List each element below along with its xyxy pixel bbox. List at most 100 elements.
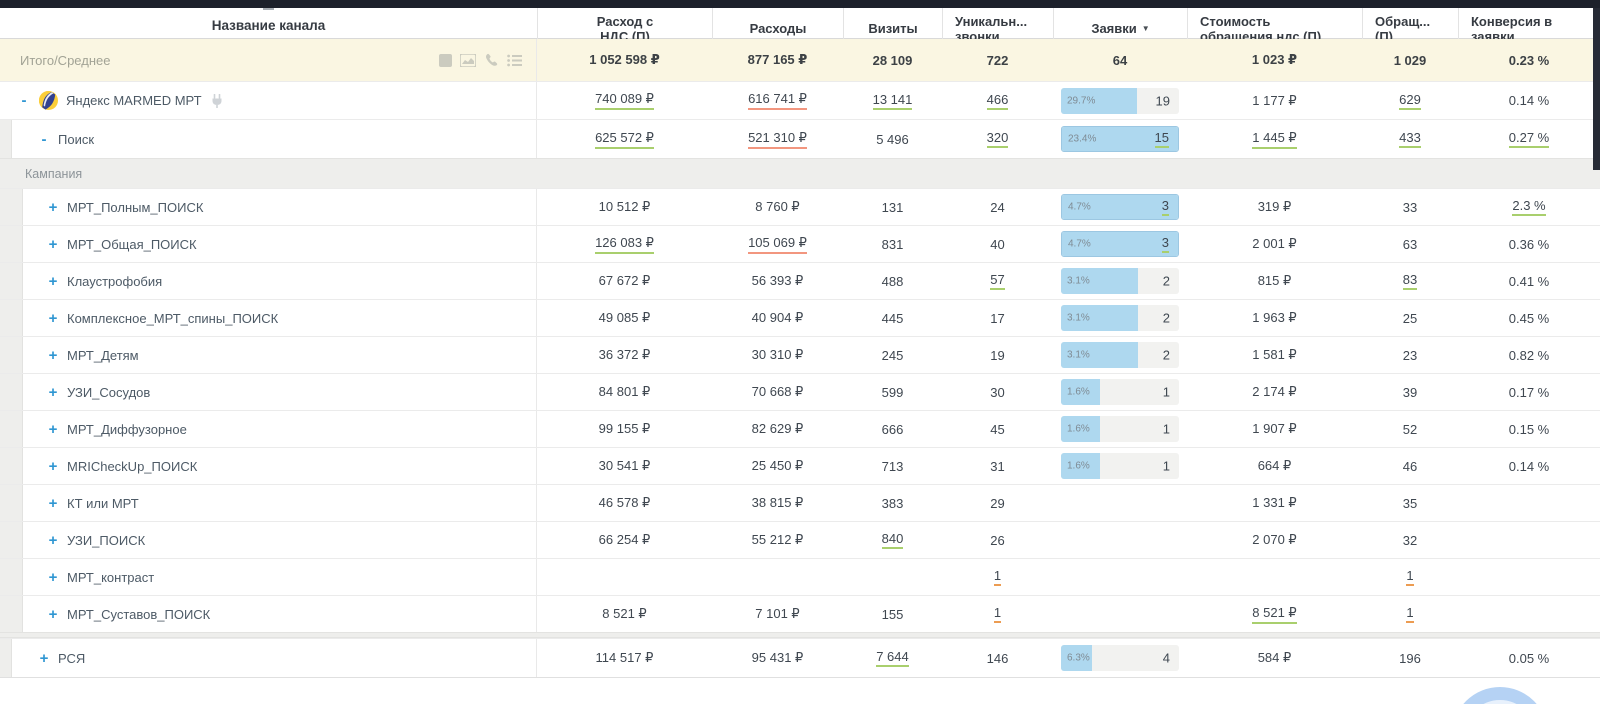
metric-cell: 521 310 ₽ (712, 120, 843, 158)
row-label[interactable]: МРТ_Полным_ПОИСК (67, 199, 204, 215)
row-label[interactable]: МРТ_контраст (67, 569, 155, 585)
metric-value: 63 (1402, 236, 1418, 252)
metric-value: 2 174 ₽ (1252, 384, 1297, 399)
row-label[interactable]: Клаустрофобия (67, 273, 163, 289)
metric-value[interactable]: 740 089 ₽ (595, 91, 654, 110)
zayavki-share-bar: 3.1% 2 (1061, 342, 1179, 368)
zayavki-value[interactable]: 3 (1161, 198, 1169, 216)
bar-fill (1062, 195, 1178, 219)
expand-toggle[interactable]: + (48, 605, 58, 623)
row-label[interactable]: Комплексное_МРТ_спины_ПОИСК (67, 310, 279, 326)
collapse-toggle[interactable]: - (21, 92, 27, 109)
column-header-5[interactable]: Заявки ▼ (1053, 0, 1187, 57)
top-bar (0, 0, 1600, 8)
metric-value[interactable]: 2.3 % (1512, 198, 1546, 216)
metric-value[interactable]: 840 (881, 531, 904, 549)
metric-value[interactable]: 13 141 (872, 92, 913, 110)
metric-value[interactable]: 1 (993, 568, 1002, 586)
metric-value[interactable]: 0.27 % (1508, 130, 1550, 148)
zayavki-share-bar: 3.1% 2 (1061, 305, 1179, 331)
metric-value[interactable]: 625 572 ₽ (595, 130, 654, 149)
expand-toggle[interactable]: + (48, 494, 58, 512)
zayavki-value[interactable]: 3 (1161, 235, 1169, 253)
metric-value: 8 760 ₽ (755, 199, 800, 214)
expand-toggle[interactable]: + (48, 198, 58, 216)
row-label[interactable]: МРТ_Суставов_ПОИСК (67, 606, 211, 622)
expand-toggle[interactable]: + (48, 272, 58, 290)
metric-cell (1053, 485, 1187, 521)
expand-toggle[interactable]: + (48, 383, 58, 401)
metric-value[interactable]: 521 310 ₽ (748, 130, 807, 149)
channel-name-cell: + МРТ_Суставов_ПОИСК (0, 596, 537, 632)
column-header-2[interactable]: Расходы (712, 0, 843, 57)
metric-value[interactable]: 466 (986, 92, 1009, 110)
metric-value[interactable]: 105 069 ₽ (748, 235, 807, 254)
bar-percent-label: 3.1% (1067, 349, 1090, 361)
metric-value[interactable]: 320 (986, 130, 1009, 148)
metric-value: 131 (881, 199, 904, 215)
expand-toggle[interactable]: + (39, 649, 49, 667)
expand-toggle[interactable]: + (48, 420, 58, 438)
expand-toggle[interactable]: + (48, 235, 58, 253)
metric-cell: 8 521 ₽ (537, 596, 712, 632)
zayavki-value[interactable]: 15 (1154, 130, 1169, 148)
metric-value: 666 (881, 421, 904, 437)
row-label[interactable]: Поиск (58, 131, 95, 147)
integration-plug-icon[interactable] (211, 93, 223, 108)
row-label[interactable]: МРТ_Детям (67, 347, 139, 363)
column-header-label: Заявки ▼ (1091, 21, 1150, 36)
row-label[interactable]: Яндекс MARMED МРТ (66, 93, 202, 108)
bar-percent-label: 4.7% (1068, 201, 1091, 213)
column-header-3[interactable]: Визиты (843, 0, 942, 57)
metric-value[interactable]: 629 (1399, 92, 1421, 110)
metric-value: 445 (881, 310, 904, 326)
metric-cell: 1 907 ₽ (1187, 411, 1362, 447)
metric-value[interactable]: 1 (1406, 605, 1414, 623)
row-label[interactable]: МРТ_Диффузорное (67, 421, 187, 437)
zayavki-value: 4 (1162, 650, 1170, 666)
row-label[interactable]: КТ или МРТ (67, 495, 139, 511)
bar-fill (1061, 87, 1137, 114)
metric-value[interactable]: 433 (1399, 130, 1421, 148)
metric-value[interactable]: 126 083 ₽ (595, 235, 654, 254)
metric-cell: 39 (1362, 374, 1458, 410)
area-chart-icon[interactable] (460, 52, 476, 68)
row-label[interactable]: УЗИ_Сосудов (67, 384, 151, 400)
row-label[interactable]: РСЯ (58, 650, 86, 666)
list-icon[interactable] (506, 52, 522, 68)
metric-value[interactable]: 1 (1406, 568, 1414, 586)
metric-cell: 0.17 % (1458, 374, 1600, 410)
stop-icon[interactable] (437, 52, 453, 68)
metric-value: 23 (1402, 347, 1418, 363)
metric-cell: 0.36 % (1458, 226, 1600, 262)
expand-toggle[interactable]: + (48, 309, 58, 327)
collapse-toggle[interactable]: - (41, 130, 47, 148)
expand-toggle[interactable]: + (48, 346, 58, 364)
phone-icon[interactable] (483, 52, 499, 68)
metric-value[interactable]: 57 (990, 272, 1005, 290)
vertical-scrollbar-thumb[interactable] (1593, 8, 1600, 170)
row-label[interactable]: MRICheckUp_ПОИСК (67, 458, 198, 474)
metric-value: 25 450 ₽ (751, 458, 804, 473)
metric-value[interactable]: 616 741 ₽ (748, 91, 807, 110)
row-label[interactable]: УЗИ_ПОИСК (67, 532, 146, 548)
metric-cell: 29.7% 19 (1053, 82, 1187, 119)
metric-cell: 8 521 ₽ (1187, 596, 1362, 632)
zayavki-share-bar: 1.6% 1 (1061, 453, 1179, 479)
metric-value[interactable]: 83 (1402, 272, 1418, 290)
expand-toggle[interactable]: + (48, 568, 58, 586)
bar-percent-label: 23.4% (1068, 133, 1097, 145)
metric-cell: 1 023 ₽ (1187, 39, 1362, 81)
metric-cell: 155 (843, 596, 942, 632)
metric-value: 64 (1112, 52, 1128, 68)
metric-value[interactable]: 1 445 ₽ (1252, 130, 1297, 149)
column-header-label: Визиты (868, 21, 918, 36)
expand-toggle[interactable]: + (48, 531, 58, 549)
metric-value[interactable]: 7 644 (876, 649, 909, 667)
row-label[interactable]: МРТ_Общая_ПОИСК (67, 236, 197, 252)
metric-value[interactable]: 8 521 ₽ (1252, 605, 1297, 624)
metric-value[interactable]: 1 (993, 605, 1002, 623)
metric-value: 155 (881, 606, 904, 622)
metric-value: 56 393 ₽ (751, 273, 804, 288)
expand-toggle[interactable]: + (48, 457, 58, 475)
